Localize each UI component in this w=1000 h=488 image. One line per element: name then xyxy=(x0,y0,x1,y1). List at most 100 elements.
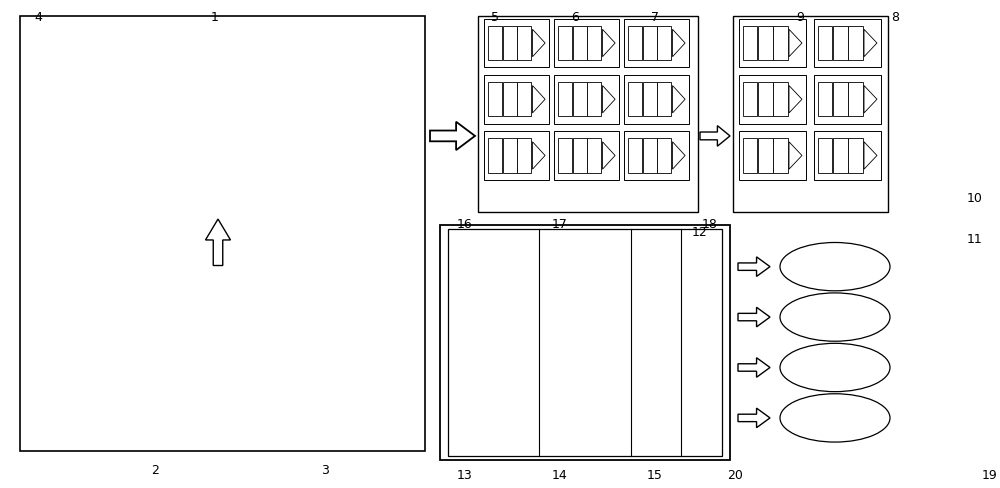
Text: 4: 4 xyxy=(34,11,42,23)
Polygon shape xyxy=(738,257,770,277)
Bar xyxy=(488,27,502,61)
Polygon shape xyxy=(673,86,685,114)
Bar xyxy=(848,139,863,173)
Polygon shape xyxy=(673,30,685,58)
Polygon shape xyxy=(789,142,802,170)
Text: 10: 10 xyxy=(967,191,983,204)
Bar xyxy=(554,20,619,68)
Text: 13: 13 xyxy=(457,468,473,481)
Text: 9: 9 xyxy=(796,11,804,23)
Bar xyxy=(743,83,757,117)
Bar xyxy=(773,139,788,173)
Polygon shape xyxy=(206,220,230,266)
Bar xyxy=(643,83,657,117)
Bar xyxy=(488,83,502,117)
Polygon shape xyxy=(603,30,615,58)
Bar xyxy=(657,27,671,61)
Text: 2: 2 xyxy=(151,463,159,476)
Bar xyxy=(440,225,730,460)
Polygon shape xyxy=(603,86,615,114)
Bar xyxy=(643,27,657,61)
Bar xyxy=(587,139,601,173)
Bar xyxy=(587,27,601,61)
Bar xyxy=(517,83,531,117)
Text: 14: 14 xyxy=(552,468,568,481)
Bar xyxy=(628,139,642,173)
Bar xyxy=(657,139,671,173)
Polygon shape xyxy=(738,408,770,428)
Ellipse shape xyxy=(780,394,890,442)
Ellipse shape xyxy=(644,242,694,292)
Bar xyxy=(657,83,671,117)
Ellipse shape xyxy=(468,343,519,393)
Polygon shape xyxy=(864,30,877,58)
Polygon shape xyxy=(533,86,545,114)
Bar xyxy=(773,27,788,61)
Bar xyxy=(628,83,642,117)
Bar xyxy=(743,139,757,173)
Text: 5: 5 xyxy=(491,11,499,23)
Bar xyxy=(558,139,572,173)
Bar xyxy=(773,83,788,117)
Bar xyxy=(628,27,642,61)
Bar xyxy=(814,20,881,68)
Text: 12: 12 xyxy=(692,225,708,238)
Bar xyxy=(814,76,881,124)
Polygon shape xyxy=(738,358,770,378)
Bar xyxy=(818,27,832,61)
Bar xyxy=(814,132,881,181)
Bar xyxy=(558,83,572,117)
Bar xyxy=(517,139,531,173)
Bar xyxy=(758,27,773,61)
Bar xyxy=(733,17,888,212)
Text: 6: 6 xyxy=(571,11,579,23)
Bar xyxy=(484,76,549,124)
Ellipse shape xyxy=(468,292,519,343)
Ellipse shape xyxy=(644,292,694,343)
Text: 3: 3 xyxy=(321,463,329,476)
Bar xyxy=(517,27,531,61)
Polygon shape xyxy=(864,142,877,170)
Text: 20: 20 xyxy=(727,468,743,481)
Bar xyxy=(743,27,757,61)
Text: 17: 17 xyxy=(552,218,568,231)
Bar xyxy=(624,76,689,124)
Text: 7: 7 xyxy=(651,11,659,23)
Bar xyxy=(624,132,689,181)
Bar xyxy=(818,83,832,117)
Bar xyxy=(587,83,601,117)
Polygon shape xyxy=(673,142,685,170)
Polygon shape xyxy=(789,30,802,58)
Ellipse shape xyxy=(780,344,890,392)
Ellipse shape xyxy=(644,343,694,393)
Polygon shape xyxy=(738,307,770,327)
Bar xyxy=(739,76,806,124)
Ellipse shape xyxy=(560,242,610,292)
Text: 11: 11 xyxy=(967,233,983,245)
Ellipse shape xyxy=(560,292,610,343)
Text: 15: 15 xyxy=(647,468,663,481)
Polygon shape xyxy=(430,122,475,151)
Bar xyxy=(558,27,572,61)
Bar xyxy=(503,27,517,61)
Bar xyxy=(758,83,773,117)
Bar xyxy=(484,132,549,181)
Bar xyxy=(643,139,657,173)
Bar xyxy=(573,83,587,117)
Bar xyxy=(573,139,587,173)
Bar xyxy=(554,76,619,124)
Text: 1: 1 xyxy=(211,11,219,23)
Polygon shape xyxy=(603,142,615,170)
Ellipse shape xyxy=(560,343,610,393)
Bar xyxy=(818,139,832,173)
Text: 18: 18 xyxy=(702,218,718,231)
Text: 16: 16 xyxy=(457,218,473,231)
Text: 19: 19 xyxy=(982,468,998,481)
Bar xyxy=(833,83,848,117)
Ellipse shape xyxy=(644,393,694,444)
Bar xyxy=(488,139,502,173)
Polygon shape xyxy=(533,142,545,170)
Polygon shape xyxy=(700,126,730,147)
Bar xyxy=(848,83,863,117)
Ellipse shape xyxy=(780,243,890,291)
